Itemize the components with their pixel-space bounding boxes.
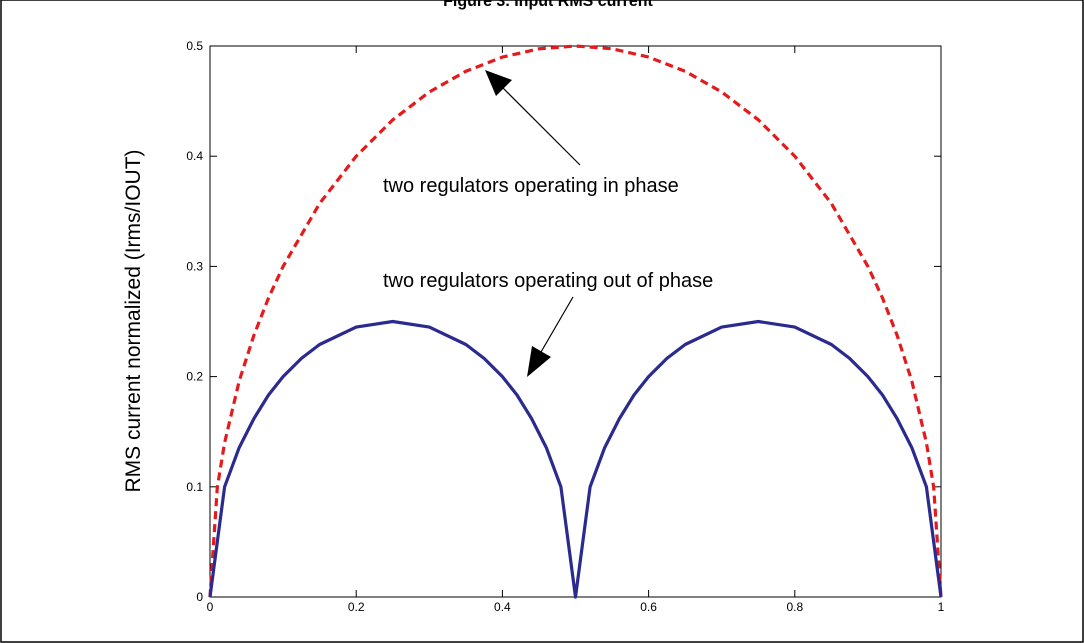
y-axis-ticks: 0 0.1 0.2 0.3 0.4 0.5 (186, 39, 941, 604)
y-tick-label: 0.4 (186, 149, 203, 163)
x-tick-label: 1 (938, 600, 945, 614)
y-tick-label: 0.2 (186, 370, 203, 384)
x-tick-label: 0.8 (786, 600, 803, 614)
series-layer (208, 44, 943, 599)
arrow-out-of-phase (527, 296, 574, 377)
x-tick-label: 0 (207, 600, 214, 614)
y-tick-label: 0.5 (186, 39, 203, 53)
x-tick-label: 0.4 (494, 600, 511, 614)
series-out-of-phase-line (208, 319, 943, 599)
figure-title: Figure 3. Input RMS current (443, 0, 653, 10)
y-tick-label: 0 (196, 590, 203, 604)
chart-plot-area: 0 0.1 0.2 0.3 0.4 0.5 0 0.2 0.4 0.6 0.8 1 RMS curr… (122, 39, 945, 614)
x-axis-ticks: 0 0.2 0.4 0.6 0.8 1 (207, 46, 945, 614)
arrow-in-phase (485, 70, 581, 166)
x-tick-label: 0.2 (348, 600, 365, 614)
series-in-phase-line (208, 44, 943, 598)
annotation-out-of-phase: two regulators operating out of phase (383, 270, 713, 292)
annotation-in-phase: two regulators operating in phase (383, 175, 679, 197)
y-axis-label: RMS current normalized (Irms/IOUT) (122, 149, 145, 492)
y-tick-label: 0.3 (186, 259, 203, 273)
x-tick-label: 0.6 (640, 600, 657, 614)
plot-axes-box (209, 45, 942, 598)
y-tick-label: 0.1 (186, 480, 203, 494)
